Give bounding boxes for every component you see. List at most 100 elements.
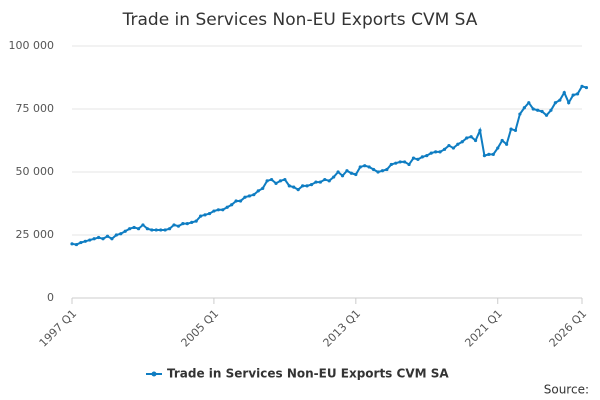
point <box>261 186 265 190</box>
point <box>491 152 495 156</box>
point <box>101 237 105 241</box>
point <box>473 138 478 143</box>
x-tick-label: 2026 Q1 <box>547 307 590 350</box>
point <box>309 183 314 187</box>
point <box>110 237 114 241</box>
point <box>287 184 291 188</box>
point <box>176 224 181 228</box>
point <box>407 162 411 167</box>
point <box>389 162 393 167</box>
point <box>429 151 433 155</box>
point <box>451 146 455 150</box>
point <box>544 113 549 117</box>
point <box>83 239 87 243</box>
point <box>79 240 83 245</box>
point <box>225 205 229 209</box>
point <box>194 219 198 223</box>
point <box>150 228 154 232</box>
point <box>411 156 416 160</box>
chart-title: Trade in Services Non-EU Exports CVM SA <box>122 10 478 30</box>
point <box>531 107 535 111</box>
point <box>97 235 101 240</box>
point <box>460 140 464 144</box>
point <box>296 188 300 192</box>
point <box>567 101 571 105</box>
series-line <box>71 85 587 246</box>
point <box>496 146 500 150</box>
y-tick-label: 25 000 <box>16 228 55 241</box>
point <box>132 225 136 230</box>
point <box>505 142 509 146</box>
legend-label: Trade in Services Non-EU Exports CVM SA <box>167 367 449 381</box>
point <box>345 169 349 173</box>
point <box>513 128 518 133</box>
x-tick-label: 2021 Q1 <box>462 307 505 350</box>
point <box>230 203 234 207</box>
point <box>314 180 318 184</box>
point <box>119 232 123 236</box>
point <box>456 142 460 146</box>
point <box>394 161 398 165</box>
point <box>558 98 562 102</box>
point <box>247 194 251 198</box>
point <box>159 228 163 232</box>
x-tick-label: 2005 Q1 <box>179 307 222 350</box>
point <box>136 227 141 231</box>
point <box>340 174 345 178</box>
point <box>425 154 429 158</box>
point <box>301 184 305 188</box>
point <box>88 238 92 242</box>
point <box>380 169 385 173</box>
point <box>562 91 566 95</box>
point <box>527 101 531 105</box>
point <box>469 135 473 139</box>
point <box>434 150 438 154</box>
point <box>172 223 176 227</box>
y-tick-label: 0 <box>47 291 54 304</box>
legend-marker <box>151 371 157 377</box>
point <box>518 112 522 116</box>
point <box>332 175 336 179</box>
point <box>105 234 110 238</box>
point <box>123 229 127 233</box>
point <box>327 179 331 183</box>
point <box>363 164 367 168</box>
point <box>549 108 553 112</box>
point <box>199 214 203 218</box>
point <box>398 160 402 164</box>
point <box>403 160 407 164</box>
point <box>154 228 158 232</box>
point <box>128 227 132 231</box>
point <box>509 127 513 131</box>
point <box>256 189 260 193</box>
source-label: Source: <box>544 383 589 397</box>
point <box>74 242 79 247</box>
point <box>141 223 145 227</box>
point <box>349 171 353 175</box>
point <box>571 93 575 97</box>
point <box>438 150 442 154</box>
point <box>212 209 216 213</box>
point <box>318 180 322 184</box>
point <box>584 85 589 90</box>
point <box>252 193 256 197</box>
point <box>522 106 526 110</box>
point <box>269 177 274 182</box>
point <box>553 101 557 105</box>
point <box>234 199 238 203</box>
point <box>278 179 283 183</box>
point <box>385 167 389 172</box>
point <box>354 172 358 177</box>
point <box>323 177 327 182</box>
point <box>482 154 487 158</box>
point <box>447 143 451 148</box>
point <box>336 170 340 174</box>
point <box>420 155 424 159</box>
point <box>575 92 580 96</box>
point <box>442 147 447 151</box>
point <box>358 165 362 169</box>
point <box>465 136 469 140</box>
point <box>478 128 482 133</box>
y-tick-label: 75 000 <box>16 102 55 115</box>
